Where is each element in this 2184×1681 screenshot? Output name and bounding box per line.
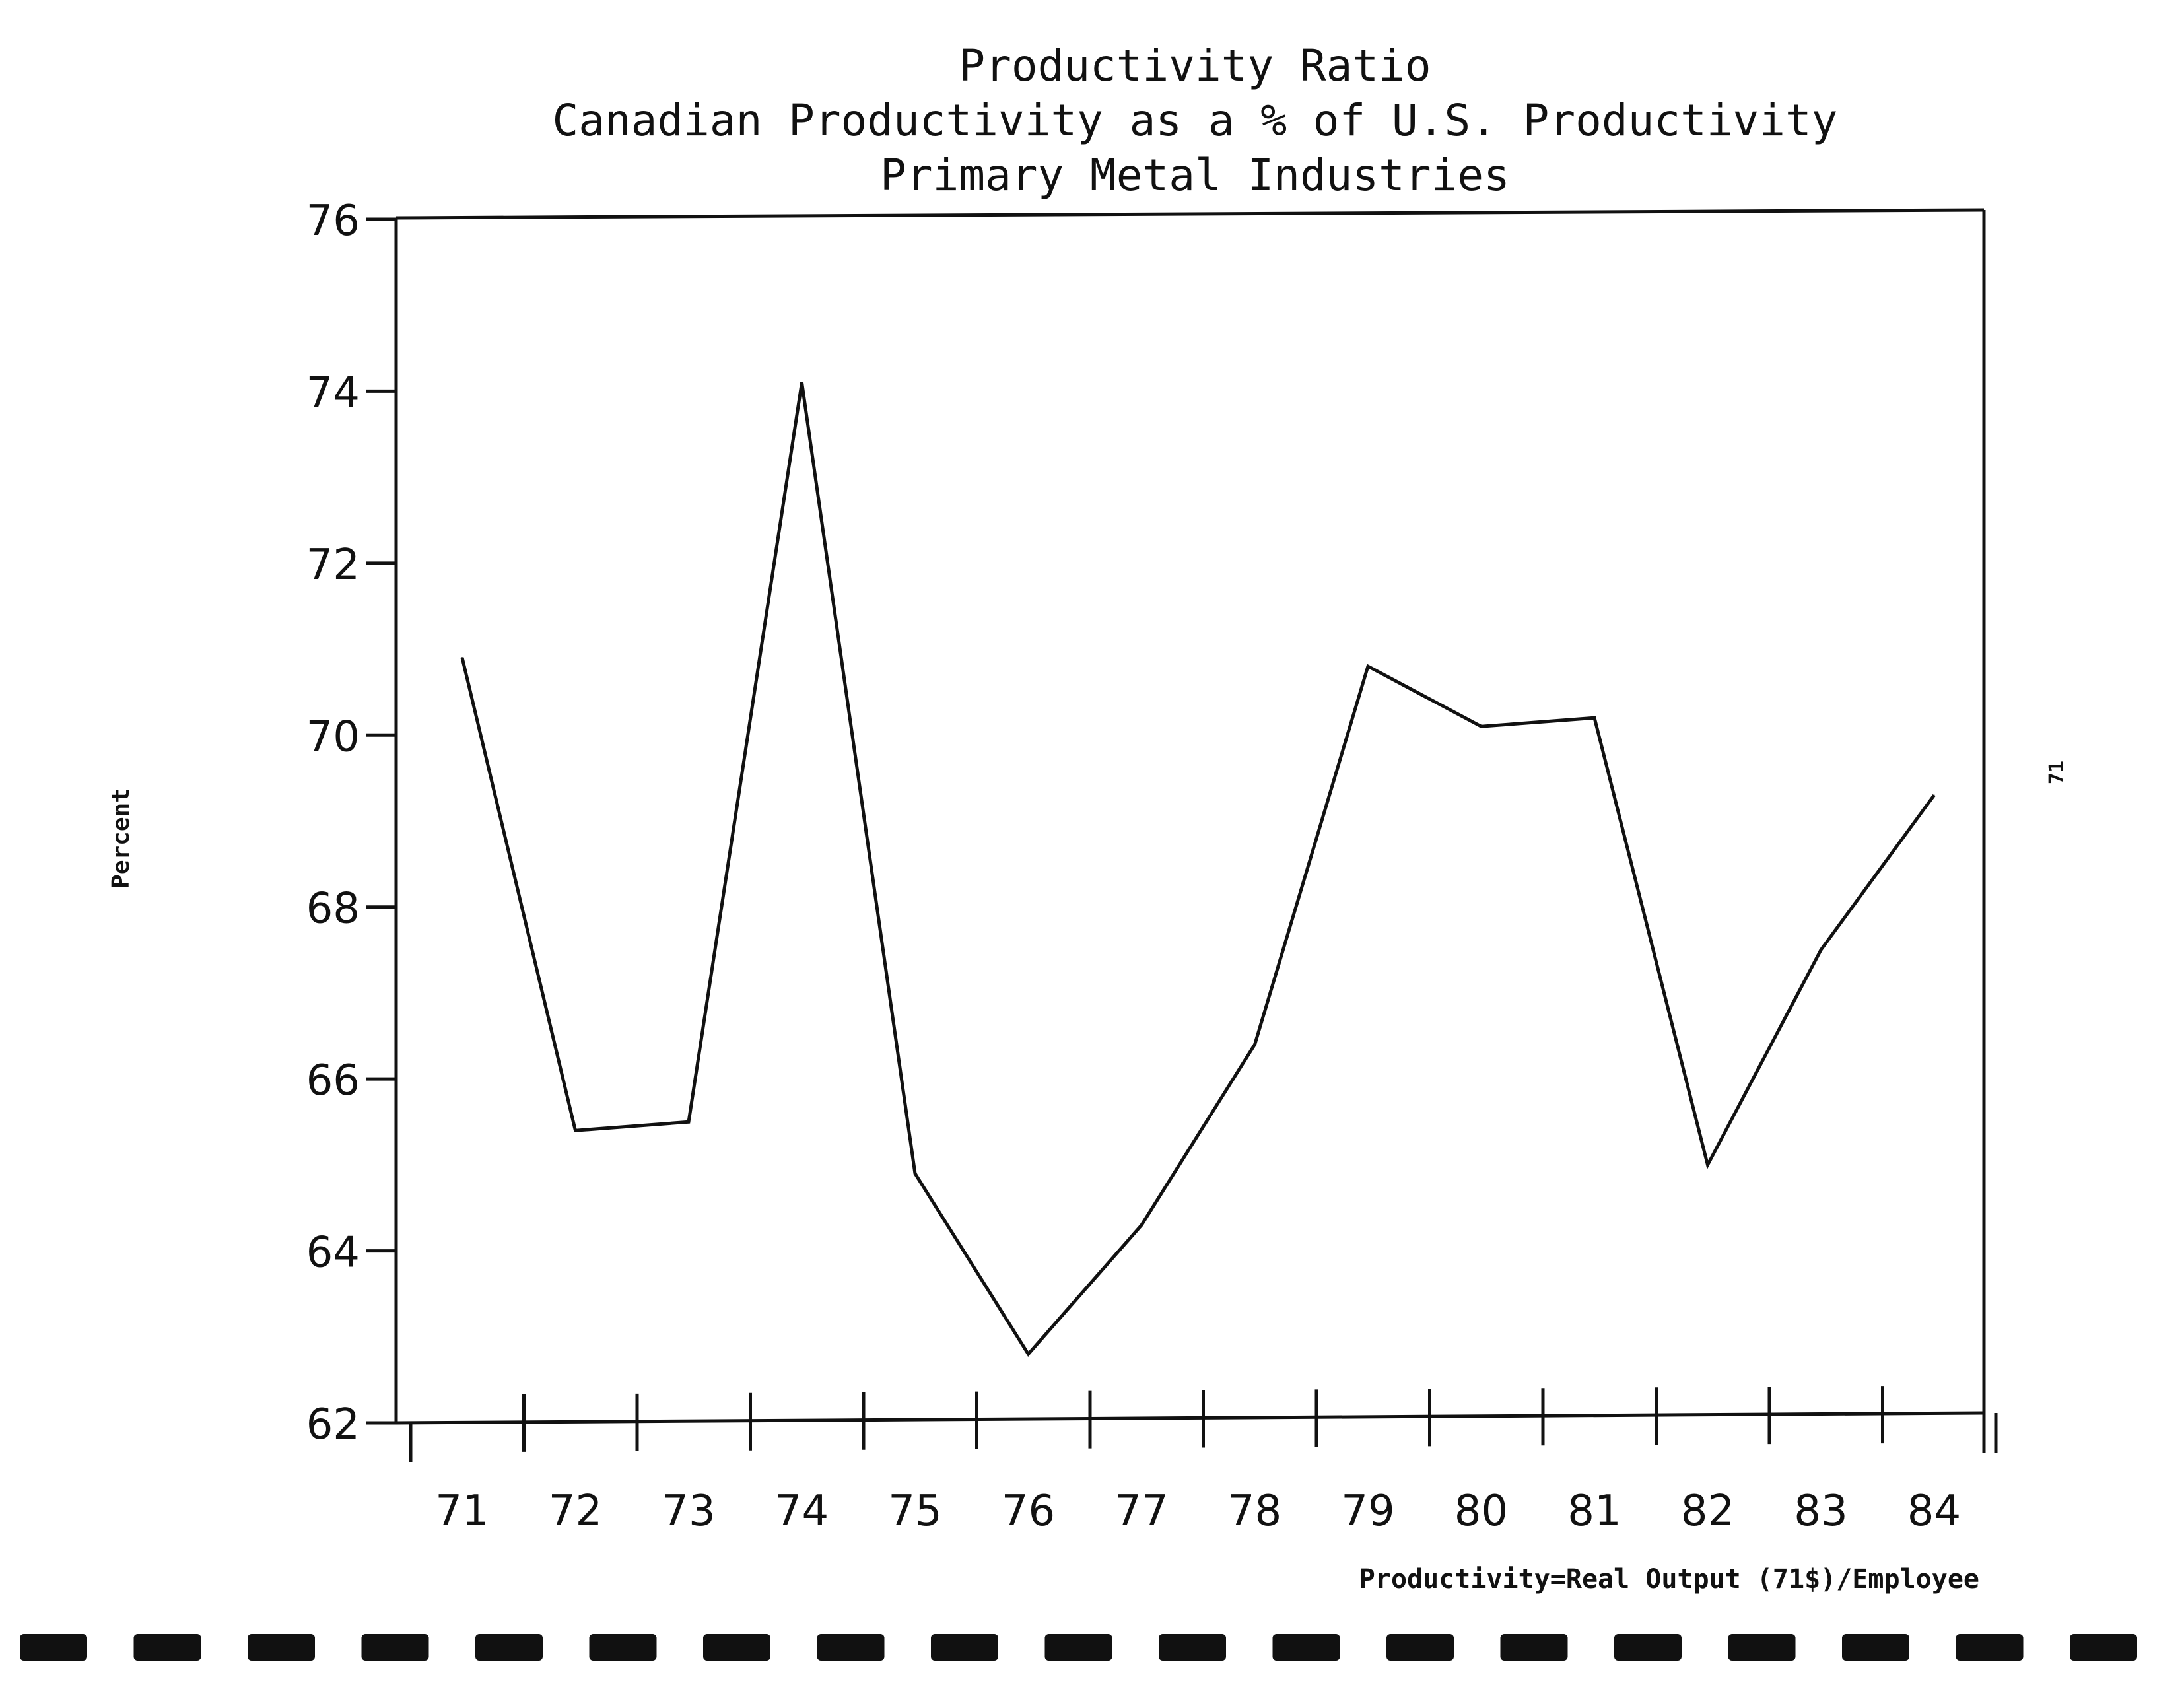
dash-mark-14 <box>1614 1634 1682 1661</box>
data-point-72 <box>574 1130 576 1132</box>
top-border-line <box>395 208 1985 220</box>
y-tick-label-64: 64 <box>306 1229 360 1278</box>
dash-mark-7 <box>817 1634 885 1661</box>
dash-mark-12 <box>1386 1634 1454 1661</box>
dash-mark-18 <box>2070 1634 2137 1661</box>
data-point-81 <box>1594 717 1595 719</box>
data-series <box>460 382 1936 1357</box>
y-tick-label-68: 68 <box>306 885 360 934</box>
dash-mark-15 <box>1728 1634 1796 1661</box>
dash-mark-4 <box>475 1634 543 1661</box>
dash-mark-17 <box>1956 1634 2024 1661</box>
x-tick-label-82: 82 <box>1681 1487 1734 1536</box>
y-tick-label-76: 76 <box>306 197 360 246</box>
data-point-80 <box>1480 726 1482 728</box>
x-tick-label-79: 79 <box>1341 1487 1394 1536</box>
dash-mark-2 <box>248 1634 315 1661</box>
y-axis-label: Percent <box>108 788 135 889</box>
footnote: Productivity=Real Output (71$)/Employee <box>1359 1564 1979 1595</box>
data-point-76 <box>1027 1353 1029 1355</box>
data-point-77 <box>1141 1224 1142 1226</box>
x-tick-label-78: 78 <box>1228 1487 1281 1536</box>
chart-subtitle: Canadian Productivity as a % of U.S. Pro… <box>552 95 1837 146</box>
x-axis-line <box>395 1411 1985 1425</box>
x-tick-label-71: 71 <box>435 1487 489 1536</box>
dash-mark-13 <box>1500 1634 1568 1661</box>
data-point-78 <box>1254 1044 1256 1046</box>
y-tick-label-72: 72 <box>306 541 360 590</box>
dash-mark-9 <box>1044 1634 1112 1661</box>
y-tick-label-74: 74 <box>306 368 360 417</box>
dash-mark-5 <box>589 1634 657 1661</box>
x-tick-label-73: 73 <box>662 1487 715 1536</box>
x-tick-label-74: 74 <box>775 1487 829 1536</box>
y-tick-label-70: 70 <box>306 712 360 761</box>
dash-mark-1 <box>133 1634 201 1661</box>
x-tick-label-80: 80 <box>1454 1487 1508 1536</box>
data-point-75 <box>914 1173 916 1175</box>
x-tick-label-77: 77 <box>1114 1487 1168 1536</box>
x-axis-ticks: 71 72 73 74 75 76 77 78 79 80 81 82 83 84 <box>409 1386 1998 1536</box>
dash-mark-16 <box>1842 1634 1909 1661</box>
decorative-dash-row <box>20 1634 2137 1661</box>
y-tick-label-66: 66 <box>306 1056 360 1105</box>
chart-subtitle-2: Primary Metal Industries <box>880 150 1510 201</box>
dash-mark-6 <box>703 1634 770 1661</box>
series-line-0 <box>460 382 1936 1357</box>
side-page-number: 71 <box>2045 761 2068 784</box>
data-point-73 <box>688 1121 689 1123</box>
x-tick-label-81: 81 <box>1567 1487 1621 1536</box>
x-tick-label-75: 75 <box>888 1487 941 1536</box>
data-point-71 <box>461 657 463 659</box>
dash-mark-0 <box>20 1634 87 1661</box>
data-point-84 <box>1933 794 1935 796</box>
x-tick-label-83: 83 <box>1794 1487 1847 1536</box>
data-point-74 <box>801 382 803 384</box>
plot-frame <box>394 208 1986 1453</box>
dash-mark-3 <box>361 1634 429 1661</box>
y-tick-label-62: 62 <box>306 1400 360 1449</box>
y-axis-ticks: 62 64 66 68 70 72 74 76 <box>306 197 396 1449</box>
dash-mark-11 <box>1272 1634 1340 1661</box>
data-point-83 <box>1820 949 1822 951</box>
x-tick-label-76: 76 <box>1002 1487 1055 1536</box>
x-tick-label-72: 72 <box>549 1487 602 1536</box>
x-tick-label-84: 84 <box>1907 1487 1961 1536</box>
data-point-79 <box>1367 666 1369 668</box>
dash-mark-10 <box>1159 1634 1226 1661</box>
dash-mark-8 <box>931 1634 998 1661</box>
data-point-82 <box>1707 1164 1709 1166</box>
chart-title: Productivity Ratio <box>959 40 1431 91</box>
